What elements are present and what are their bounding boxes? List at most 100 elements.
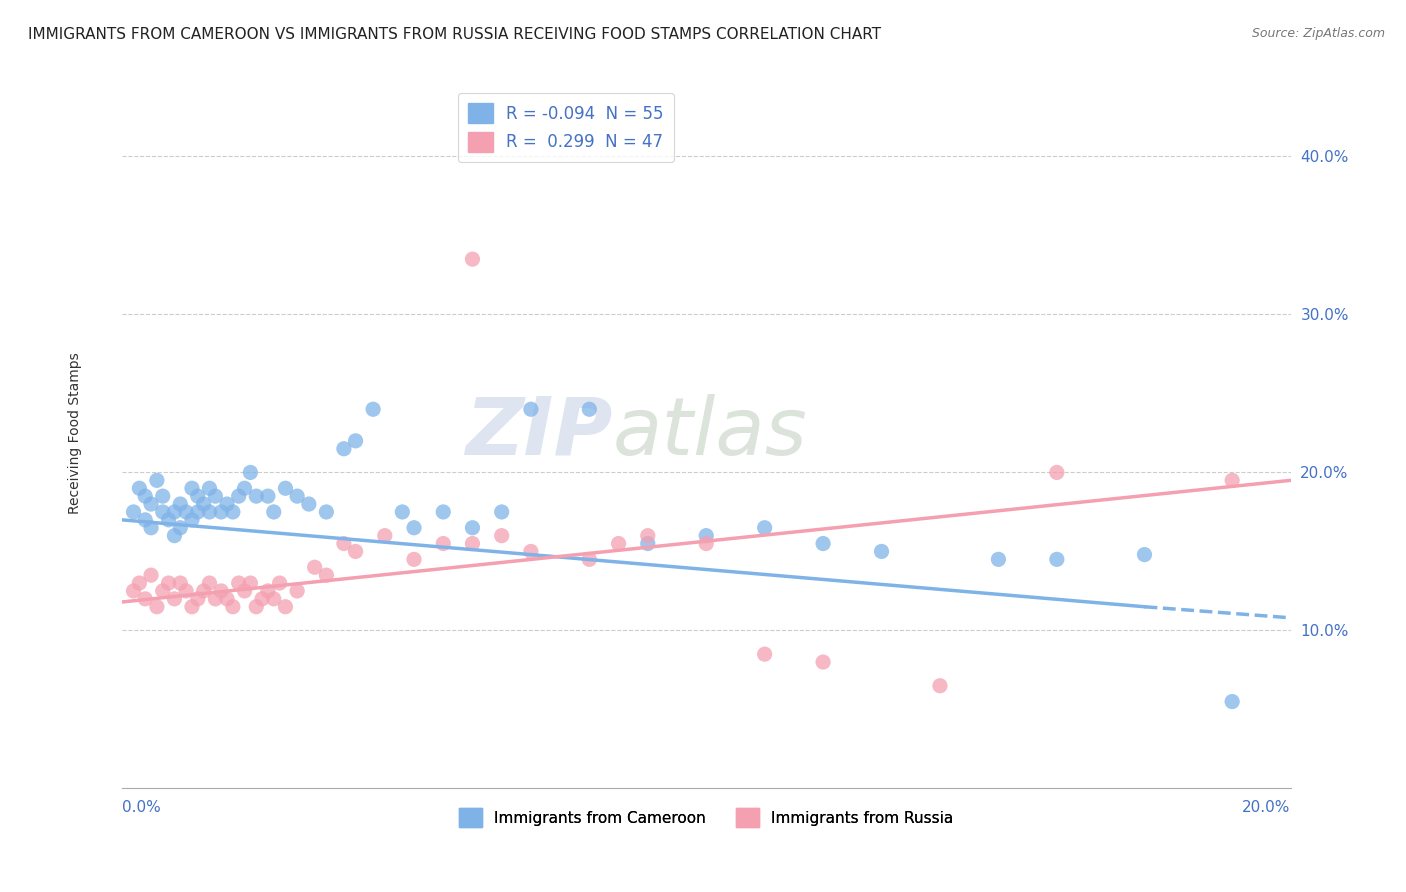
- Point: [222, 505, 245, 519]
- Point: [215, 591, 238, 606]
- Point: [134, 513, 156, 527]
- Point: [198, 576, 221, 591]
- Text: Receiving Food Stamps: Receiving Food Stamps: [67, 352, 82, 514]
- Text: 20.0%: 20.0%: [1243, 799, 1291, 814]
- Point: [461, 521, 484, 535]
- Point: [461, 536, 484, 550]
- Point: [754, 521, 776, 535]
- Point: [298, 497, 321, 511]
- Point: [187, 505, 209, 519]
- Point: [315, 505, 337, 519]
- Point: [304, 560, 326, 574]
- Point: [391, 505, 413, 519]
- Point: [491, 528, 513, 542]
- Point: [245, 599, 267, 614]
- Point: [263, 505, 285, 519]
- Point: [163, 505, 186, 519]
- Point: [870, 544, 893, 558]
- Point: [163, 528, 186, 542]
- Point: [193, 583, 215, 598]
- Point: [257, 583, 280, 598]
- Point: [139, 497, 162, 511]
- Point: [139, 521, 162, 535]
- Point: [1220, 474, 1243, 488]
- Point: [157, 513, 180, 527]
- Point: [361, 402, 384, 417]
- Point: [1046, 466, 1069, 480]
- Point: [491, 505, 513, 519]
- Point: [152, 489, 174, 503]
- Point: [122, 583, 145, 598]
- Point: [263, 591, 285, 606]
- Point: [607, 536, 630, 550]
- Point: [209, 505, 232, 519]
- Point: [754, 647, 776, 661]
- Text: 0.0%: 0.0%: [122, 799, 160, 814]
- Point: [198, 481, 221, 495]
- Point: [174, 583, 197, 598]
- Point: [695, 536, 717, 550]
- Point: [163, 591, 186, 606]
- Point: [181, 599, 204, 614]
- Point: [128, 481, 150, 495]
- Point: [269, 576, 291, 591]
- Point: [257, 489, 280, 503]
- Point: [637, 536, 659, 550]
- Point: [174, 505, 197, 519]
- Point: [187, 489, 209, 503]
- Point: [637, 528, 659, 542]
- Point: [209, 583, 232, 598]
- Point: [134, 489, 156, 503]
- Point: [374, 528, 396, 542]
- Point: [169, 497, 191, 511]
- Text: Source: ZipAtlas.com: Source: ZipAtlas.com: [1251, 27, 1385, 40]
- Point: [402, 521, 425, 535]
- Point: [139, 568, 162, 582]
- Point: [169, 576, 191, 591]
- Point: [233, 583, 256, 598]
- Point: [344, 544, 367, 558]
- Point: [929, 679, 952, 693]
- Point: [187, 591, 209, 606]
- Point: [239, 466, 262, 480]
- Point: [285, 583, 308, 598]
- Point: [204, 591, 226, 606]
- Point: [181, 513, 204, 527]
- Text: IMMIGRANTS FROM CAMEROON VS IMMIGRANTS FROM RUSSIA RECEIVING FOOD STAMPS CORRELA: IMMIGRANTS FROM CAMEROON VS IMMIGRANTS F…: [28, 27, 882, 42]
- Point: [204, 489, 226, 503]
- Point: [122, 505, 145, 519]
- Point: [344, 434, 367, 448]
- Point: [811, 536, 834, 550]
- Point: [520, 402, 543, 417]
- Point: [578, 552, 600, 566]
- Point: [432, 505, 454, 519]
- Point: [228, 489, 250, 503]
- Point: [333, 442, 356, 456]
- Point: [152, 583, 174, 598]
- Text: atlas: atlas: [613, 394, 807, 472]
- Legend: Immigrants from Cameroon, Immigrants from Russia: Immigrants from Cameroon, Immigrants fro…: [449, 797, 965, 838]
- Point: [146, 474, 169, 488]
- Point: [181, 481, 204, 495]
- Point: [578, 402, 600, 417]
- Point: [461, 252, 484, 267]
- Point: [169, 521, 191, 535]
- Point: [152, 505, 174, 519]
- Point: [274, 599, 297, 614]
- Point: [215, 497, 238, 511]
- Text: ZIP: ZIP: [465, 394, 613, 472]
- Point: [228, 576, 250, 591]
- Point: [1133, 548, 1156, 562]
- Point: [432, 536, 454, 550]
- Point: [239, 576, 262, 591]
- Point: [250, 591, 273, 606]
- Point: [274, 481, 297, 495]
- Point: [695, 528, 717, 542]
- Point: [146, 599, 169, 614]
- Point: [128, 576, 150, 591]
- Point: [402, 552, 425, 566]
- Point: [1220, 694, 1243, 708]
- Point: [222, 599, 245, 614]
- Point: [134, 591, 156, 606]
- Point: [315, 568, 337, 582]
